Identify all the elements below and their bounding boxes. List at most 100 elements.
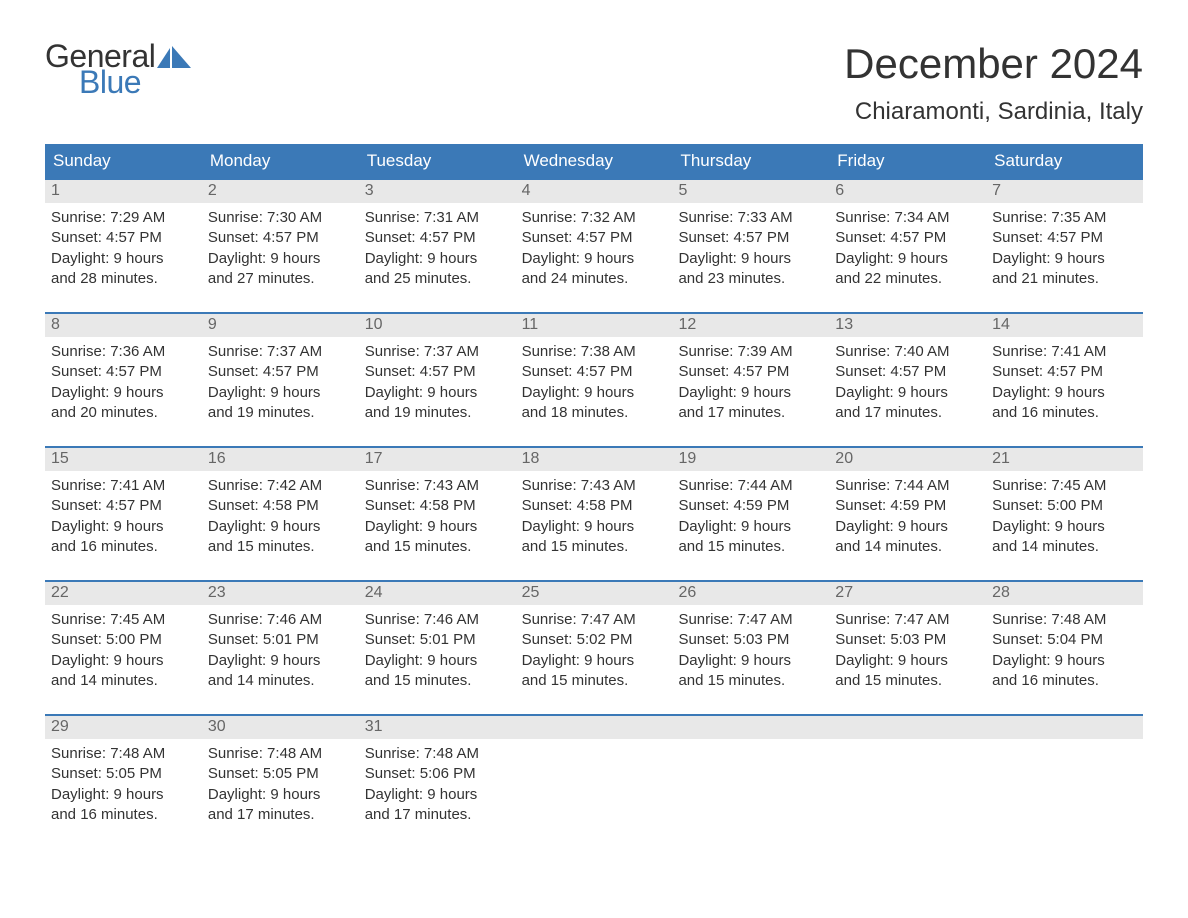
day-details: Sunrise: 7:30 AMSunset: 4:57 PMDaylight:… [202,203,359,297]
sunset-text: Sunset: 4:57 PM [992,228,1137,248]
day-details: Sunrise: 7:37 AMSunset: 4:57 PMDaylight:… [202,337,359,431]
day-details: Sunrise: 7:43 AMSunset: 4:58 PMDaylight:… [359,471,516,565]
week-row: 22Sunrise: 7:45 AMSunset: 5:00 PMDayligh… [45,580,1143,700]
weekday-header: Friday [829,144,986,178]
sunrise-text: Sunrise: 7:46 AM [208,610,353,630]
sunset-text: Sunset: 4:59 PM [678,496,823,516]
weekday-header: Saturday [986,144,1143,178]
week-row: 1Sunrise: 7:29 AMSunset: 4:57 PMDaylight… [45,178,1143,298]
day-number: 29 [51,718,69,735]
sunset-text: Sunset: 4:57 PM [992,362,1137,382]
sunset-text: Sunset: 5:01 PM [365,630,510,650]
daylight-text: Daylight: 9 hours and 15 minutes. [522,651,667,692]
daylight-text: Daylight: 9 hours and 22 minutes. [835,249,980,290]
month-title: December 2024 [844,40,1143,88]
sunrise-text: Sunrise: 7:40 AM [835,342,980,362]
sunset-text: Sunset: 4:59 PM [835,496,980,516]
sunrise-text: Sunrise: 7:45 AM [992,476,1137,496]
sunrise-text: Sunrise: 7:48 AM [992,610,1137,630]
day-cell: 23Sunrise: 7:46 AMSunset: 5:01 PMDayligh… [202,582,359,700]
daylight-text: Daylight: 9 hours and 20 minutes. [51,383,196,424]
sunrise-text: Sunrise: 7:37 AM [365,342,510,362]
daylight-text: Daylight: 9 hours and 16 minutes. [51,785,196,826]
sunset-text: Sunset: 5:03 PM [678,630,823,650]
day-number-bar: 10 [359,314,516,337]
calendar: Sunday Monday Tuesday Wednesday Thursday… [45,144,1143,834]
daylight-text: Daylight: 9 hours and 15 minutes. [678,651,823,692]
sunset-text: Sunset: 5:02 PM [522,630,667,650]
day-cell: 29 Sunrise: 7:48 AMSunset: 5:05 PMDayligh… [45,716,202,834]
day-number: 27 [835,584,853,601]
title-block: December 2024 Chiaramonti, Sardinia, Ita… [844,40,1143,126]
day-details: Sunrise: 7:48 AMSunset: 5:05 PMDaylight:… [45,739,202,833]
day-details: Sunrise: 7:45 AMSunset: 5:00 PMDaylight:… [986,471,1143,565]
day-number: 2 [208,182,217,199]
daylight-text: Daylight: 9 hours and 15 minutes. [835,651,980,692]
day-cell: 17Sunrise: 7:43 AMSunset: 4:58 PMDayligh… [359,448,516,566]
sunset-text: Sunset: 5:03 PM [835,630,980,650]
day-number: 13 [835,316,853,333]
day-details: Sunrise: 7:29 AMSunset: 4:57 PMDaylight:… [45,203,202,297]
day-details: Sunrise: 7:47 AMSunset: 5:03 PMDaylight:… [829,605,986,699]
day-cell: 16Sunrise: 7:42 AMSunset: 4:58 PMDayligh… [202,448,359,566]
day-number-bar: 8 [45,314,202,337]
daylight-text: Daylight: 9 hours and 14 minutes. [835,517,980,558]
day-cell: 20 Sunrise: 7:44 AMSunset: 4:59 PMDayligh… [829,448,986,566]
sunset-text: Sunset: 4:57 PM [522,362,667,382]
daylight-text: Daylight: 9 hours and 24 minutes. [522,249,667,290]
day-cell: 4Sunrise: 7:32 AMSunset: 4:57 PMDaylight… [516,180,673,298]
sunrise-text: Sunrise: 7:48 AM [51,744,196,764]
weekday-header: Monday [202,144,359,178]
daylight-text: Daylight: 9 hours and 14 minutes. [992,517,1137,558]
day-number: 8 [51,316,60,333]
day-details: Sunrise: 7:33 AMSunset: 4:57 PMDaylight:… [672,203,829,297]
day-cell: . [986,716,1143,834]
day-details: Sunrise: 7:43 AMSunset: 4:58 PMDaylight:… [516,471,673,565]
day-details: Sunrise: 7:47 AMSunset: 5:03 PMDaylight:… [672,605,829,699]
day-details: Sunrise: 7:37 AMSunset: 4:57 PMDaylight:… [359,337,516,431]
sunrise-text: Sunrise: 7:34 AM [835,208,980,228]
day-number-bar: 5 [672,180,829,203]
day-cell: 21Sunrise: 7:45 AMSunset: 5:00 PMDayligh… [986,448,1143,566]
day-cell: 25Sunrise: 7:47 AMSunset: 5:02 PMDayligh… [516,582,673,700]
sunrise-text: Sunrise: 7:46 AM [365,610,510,630]
day-number-bar: . [986,716,1143,739]
day-number: 26 [678,584,696,601]
day-number-bar: 21 [986,448,1143,471]
day-number: 10 [365,316,383,333]
day-number: 25 [522,584,540,601]
day-number-bar: 12 [672,314,829,337]
daylight-text: Daylight: 9 hours and 23 minutes. [678,249,823,290]
weeks-container: 1Sunrise: 7:29 AMSunset: 4:57 PMDaylight… [45,178,1143,834]
day-number: 20 [835,450,853,467]
day-number: 22 [51,584,69,601]
daylight-text: Daylight: 9 hours and 25 minutes. [365,249,510,290]
sunset-text: Sunset: 4:57 PM [365,228,510,248]
weekday-header: Thursday [672,144,829,178]
sunset-text: Sunset: 4:57 PM [678,228,823,248]
sunrise-text: Sunrise: 7:47 AM [678,610,823,630]
day-details: Sunrise: 7:35 AMSunset: 4:57 PMDaylight:… [986,203,1143,297]
sunrise-text: Sunrise: 7:44 AM [678,476,823,496]
day-number-bar: 26 [672,582,829,605]
day-cell: 7Sunrise: 7:35 AMSunset: 4:57 PMDaylight… [986,180,1143,298]
day-number: 6 [835,182,844,199]
sunrise-text: Sunrise: 7:38 AM [522,342,667,362]
sunset-text: Sunset: 4:58 PM [522,496,667,516]
day-number-bar: . [516,716,673,739]
daylight-text: Daylight: 9 hours and 15 minutes. [522,517,667,558]
day-cell: 3Sunrise: 7:31 AMSunset: 4:57 PMDaylight… [359,180,516,298]
day-details: Sunrise: 7:41 AMSunset: 4:57 PMDaylight:… [45,471,202,565]
day-cell: 24Sunrise: 7:46 AMSunset: 5:01 PMDayligh… [359,582,516,700]
sunset-text: Sunset: 4:57 PM [51,496,196,516]
day-number-bar: 13 [829,314,986,337]
daylight-text: Daylight: 9 hours and 14 minutes. [51,651,196,692]
day-details: Sunrise: 7:44 AMSunset: 4:59 PMDaylight:… [829,471,986,565]
sunset-text: Sunset: 5:01 PM [208,630,353,650]
daylight-text: Daylight: 9 hours and 17 minutes. [208,785,353,826]
day-number-bar: 2 [202,180,359,203]
sunrise-text: Sunrise: 7:43 AM [522,476,667,496]
sunrise-text: Sunrise: 7:36 AM [51,342,196,362]
week-row: 8 Sunrise: 7:36 AM Sunset: 4:57 PM Daylight… [45,312,1143,432]
day-number-bar: 22 [45,582,202,605]
